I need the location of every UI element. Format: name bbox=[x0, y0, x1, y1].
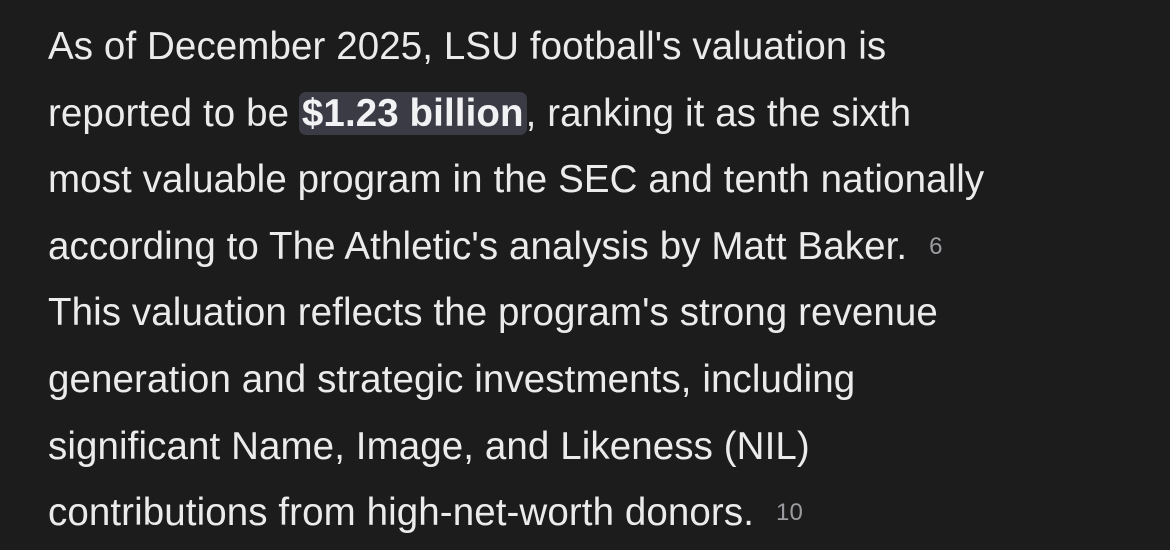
answer-text: This valuation reflects the program's st… bbox=[48, 291, 938, 335]
answer-line-5: This valuation reflects the program's st… bbox=[48, 280, 1148, 347]
answer-line-4: according to The Athletic's analysis by … bbox=[48, 214, 1148, 281]
highlighted-valuation[interactable]: $1.23 billion bbox=[298, 91, 527, 135]
answer-line-2: reported to be $1.23 billion, ranking it… bbox=[48, 81, 1148, 148]
answer-text: most valuable program in the SEC and ten… bbox=[48, 158, 985, 202]
citation-badge[interactable]: 6 bbox=[929, 232, 943, 260]
answer-text: generation and strategic investments, in… bbox=[48, 357, 856, 401]
answer-line-6: generation and strategic investments, in… bbox=[48, 347, 1148, 414]
answer-text: As of December 2025, LSU football's valu… bbox=[48, 25, 887, 68]
answer-text: reported to be bbox=[48, 91, 300, 135]
answer-text: significant Name, Image, and Likeness (N… bbox=[48, 424, 810, 468]
answer-text: according to The Athletic's analysis by … bbox=[48, 224, 908, 268]
citation-badge[interactable]: 10 bbox=[776, 499, 803, 527]
answer-text: contributions from high-net-worth donors… bbox=[48, 491, 754, 535]
answer-paragraph: As of December 2025, LSU football's valu… bbox=[48, 14, 1148, 547]
answer-line-7: significant Name, Image, and Likeness (N… bbox=[48, 414, 1148, 481]
answer-line-1: As of December 2025, LSU football's valu… bbox=[48, 14, 1148, 81]
answer-line-3: most valuable program in the SEC and ten… bbox=[48, 147, 1148, 214]
answer-line-8: contributions from high-net-worth donors… bbox=[48, 480, 1148, 547]
answer-text: , ranking it as the sixth bbox=[525, 91, 912, 135]
